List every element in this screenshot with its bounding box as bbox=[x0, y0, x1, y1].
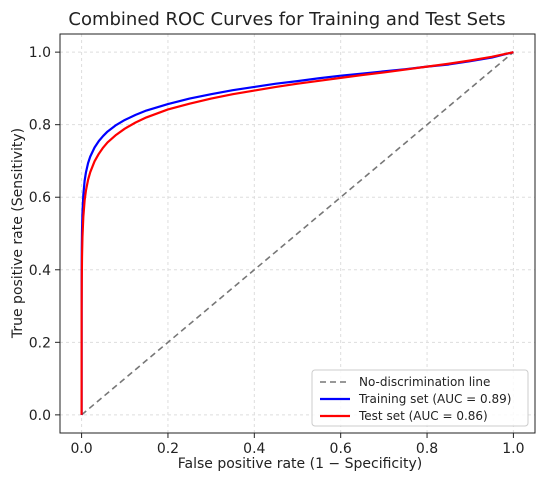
x-tick-label: 0.6 bbox=[330, 441, 352, 457]
series-line bbox=[81, 51, 514, 416]
legend-box bbox=[311, 369, 529, 427]
x-tick-label: 0.8 bbox=[416, 441, 438, 457]
axis-ticks: 0.0 0.2 0.4 0.6 0.8 1.0 0.0 0.2 0.4 0.6 0.8 1.0 bbox=[29, 45, 525, 457]
x-tick-label: 0.4 bbox=[243, 441, 265, 457]
legend: No-discrimination line Training set (AUC … bbox=[311, 369, 529, 427]
y-tick-label: 0.2 bbox=[29, 335, 51, 351]
y-axis-label: True positive rate (Sensitivity) bbox=[10, 128, 26, 339]
plot-area bbox=[59, 33, 536, 434]
chart-title: Combined ROC Curves for Training and Tes… bbox=[68, 9, 505, 30]
legend-label: Training set (AUC = 0.89) bbox=[358, 392, 511, 406]
x-tick-label: 0.0 bbox=[70, 441, 92, 457]
series-layer bbox=[80, 51, 514, 416]
series-line bbox=[80, 51, 514, 415]
x-tick-label: 1.0 bbox=[502, 441, 524, 457]
y-tick-label: 0.6 bbox=[29, 190, 51, 206]
x-tick-label: 0.2 bbox=[157, 441, 179, 457]
y-tick-label: 0.8 bbox=[29, 118, 51, 134]
grid bbox=[60, 34, 535, 433]
y-tick-label: 1.0 bbox=[29, 45, 51, 61]
y-tick-label: 0.0 bbox=[29, 408, 51, 424]
y-tick-label: 0.4 bbox=[29, 263, 51, 279]
legend-label: Test set (AUC = 0.86) bbox=[358, 409, 488, 423]
legend-label: No-discrimination line bbox=[359, 375, 490, 389]
x-axis-label: False positive rate (1 − Specificity) bbox=[178, 456, 422, 472]
